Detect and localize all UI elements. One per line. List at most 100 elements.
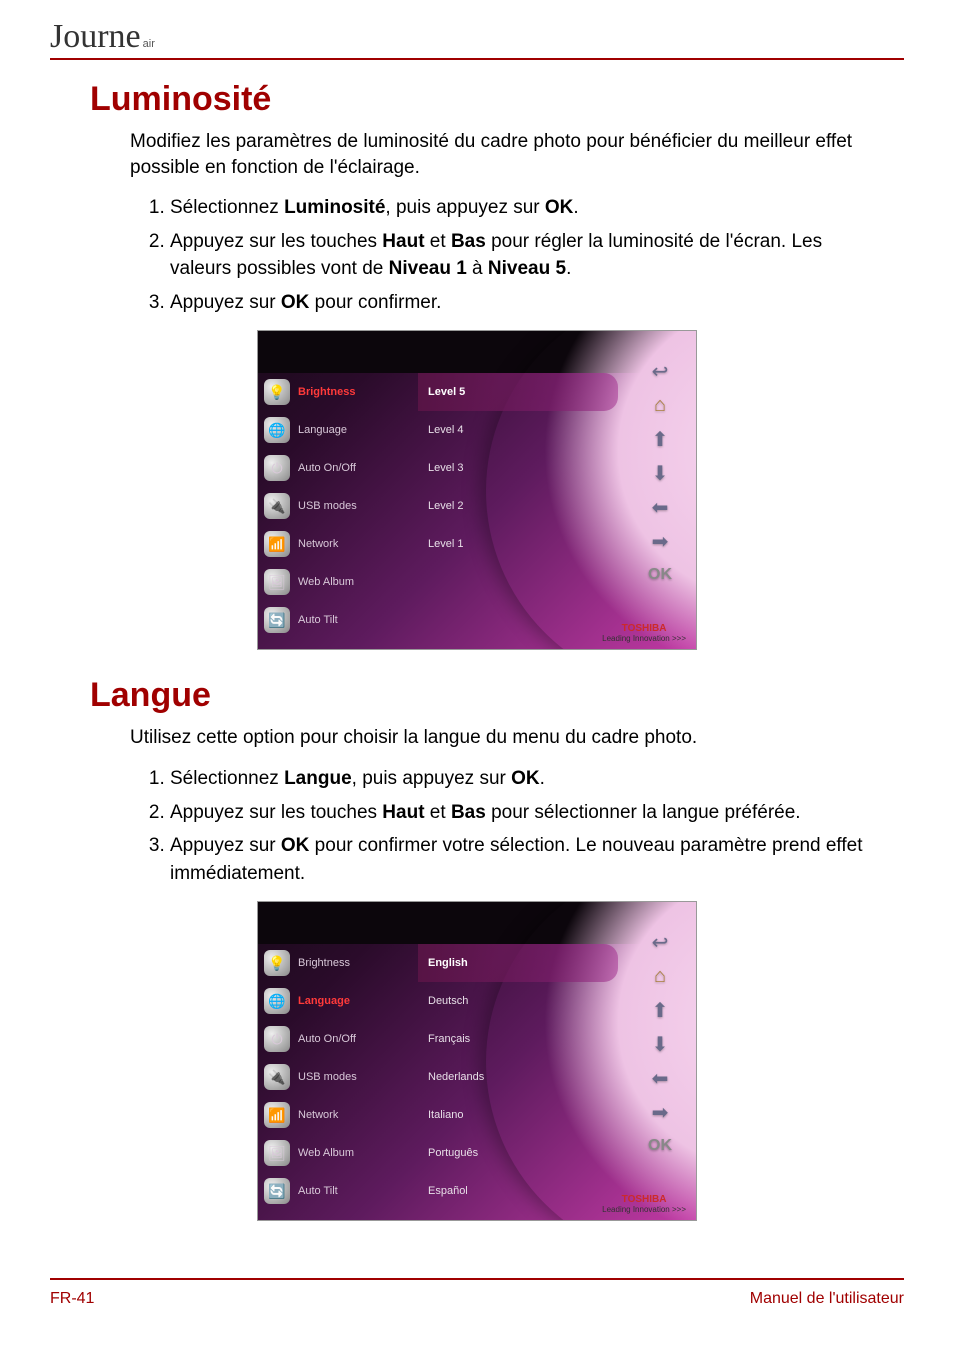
value-label: Français (424, 1033, 470, 1045)
step: Appuyez sur les touches Haut et Bas pour… (170, 228, 864, 283)
device-menu-item[interactable]: 🔄 Auto Tilt (258, 1172, 418, 1210)
value-label: Level 1 (424, 538, 463, 550)
value-label: Level 4 (424, 424, 463, 436)
ok-button[interactable]: OK (648, 561, 672, 589)
down-icon[interactable]: ⬇ (646, 459, 674, 487)
right-icon[interactable]: ➡ (646, 1098, 674, 1126)
menu-item-icon: ⏻ (264, 455, 290, 481)
menu-item-icon: 🔄 (264, 1178, 290, 1204)
device-nav-icons: ↩ ⌂ ⬆ ⬇ ⬅ ➡ OK (632, 928, 688, 1160)
menu-item-label: Brightness (298, 386, 355, 398)
device-brand: TOSHIBA Leading Innovation >>> (602, 623, 686, 643)
device-value-item[interactable]: Español (418, 1172, 618, 1210)
device-value-item[interactable]: Italiano (418, 1096, 618, 1134)
device-menu-item[interactable]: ⏻ Auto On/Off (258, 449, 418, 487)
menu-item-icon: 🔌 (264, 1064, 290, 1090)
value-label: Deutsch (424, 995, 468, 1007)
menu-item-label: USB modes (298, 500, 357, 512)
device-value-column: English Deutsch Français Nederlands Italiano… (418, 944, 618, 1210)
device-value-column: Level 5 Level 4 Level 3 Level 2 Level 1 (418, 373, 618, 563)
device-screenshot-brightness: 💡 Brightness 🌐Language ⏻ Auto On/Off 🔌USB mod… (257, 330, 697, 650)
menu-item-label: Auto Tilt (298, 1185, 338, 1197)
value-label: Nederlands (424, 1071, 484, 1083)
menu-item-icon: ⏻ (264, 1026, 290, 1052)
left-icon[interactable]: ⬅ (646, 493, 674, 521)
menu-item-icon: 🖼 (264, 1140, 290, 1166)
footer-title: Manuel de l'utilisateur (750, 1290, 904, 1308)
home-icon[interactable]: ⌂ (646, 962, 674, 990)
device-value-item[interactable]: Português (418, 1134, 618, 1172)
page-number: FR-41 (50, 1290, 94, 1308)
right-icon[interactable]: ➡ (646, 527, 674, 555)
menu-item-label: Language (298, 995, 350, 1007)
section2-title: Langue (90, 676, 904, 715)
device-menu-item[interactable]: 🌐Language (258, 411, 418, 449)
device-menu-item[interactable]: 💡 Brightness (258, 373, 418, 411)
back-icon[interactable]: ↩ (646, 928, 674, 956)
device-brand: TOSHIBA Leading Innovation >>> (602, 1194, 686, 1214)
value-label: Português (424, 1147, 478, 1159)
ok-button[interactable]: OK (648, 1132, 672, 1160)
menu-item-icon: 🖼 (264, 569, 290, 595)
step: Appuyez sur les touches Haut et Bas pour… (170, 799, 864, 827)
menu-item-icon: 📶 (264, 1102, 290, 1128)
device-menu-item[interactable]: 🖼 Web Album (258, 563, 418, 601)
device-value-item[interactable]: Nederlands (418, 1058, 618, 1096)
device-value-item[interactable]: Français (418, 1020, 618, 1058)
menu-item-icon: 🌐 (264, 417, 290, 443)
section1-title: Luminosité (90, 80, 904, 119)
menu-item-icon: 🌐 (264, 988, 290, 1014)
menu-item-label: USB modes (298, 1071, 357, 1083)
device-value-item[interactable]: Level 2 (418, 487, 618, 525)
device-nav-icons: ↩ ⌂ ⬆ ⬇ ⬅ ➡ OK (632, 357, 688, 589)
step: Sélectionnez Langue, puis appuyez sur OK… (170, 765, 864, 793)
home-icon[interactable]: ⌂ (646, 391, 674, 419)
device-value-item[interactable]: Level 5 (418, 373, 618, 411)
device-menu-item[interactable]: 📶 Network (258, 1096, 418, 1134)
device-value-item[interactable]: Deutsch (418, 982, 618, 1020)
menu-item-label: Network (298, 1109, 338, 1121)
menu-item-label: Auto Tilt (298, 614, 338, 626)
menu-item-label: Auto On/Off (298, 462, 356, 474)
value-label: Level 3 (424, 462, 463, 474)
device-menu-item[interactable]: 🔌 USB modes (258, 1058, 418, 1096)
value-label: Level 5 (424, 386, 465, 398)
value-label: English (424, 957, 468, 969)
value-label: Italiano (424, 1109, 463, 1121)
device-menu-item[interactable]: ⏻ Auto On/Off (258, 1020, 418, 1058)
device-menu-item[interactable]: 🔄 Auto Tilt (258, 601, 418, 639)
menu-item-icon: 💡 (264, 379, 290, 405)
down-icon[interactable]: ⬇ (646, 1030, 674, 1058)
menu-item-label: Auto On/Off (298, 1033, 356, 1045)
device-value-item[interactable]: Level 3 (418, 449, 618, 487)
menu-item-icon: 📶 (264, 531, 290, 557)
device-menu-column: 💡 Brightness 🌐Language ⏻ Auto On/Off 🔌USB mod… (258, 373, 418, 639)
menu-item-label: Web Album (298, 576, 354, 588)
device-menu-column: 💡 Brightness 🌐 Language ⏻ Auto On/Off 🔌 USB mod… (258, 944, 418, 1210)
back-icon[interactable]: ↩ (646, 357, 674, 385)
menu-item-icon: 🔄 (264, 607, 290, 633)
value-label: Level 2 (424, 500, 463, 512)
device-value-item[interactable]: Level 1 (418, 525, 618, 563)
step: Appuyez sur OK pour confirmer. (170, 289, 864, 317)
step: Sélectionnez Luminosité, puis appuyez su… (170, 194, 864, 222)
page-footer: FR-41 Manuel de l'utilisateur (50, 1278, 904, 1308)
menu-item-icon: 💡 (264, 950, 290, 976)
section2-intro: Utilisez cette option pour choisir la la… (130, 725, 864, 751)
device-menu-item[interactable]: 🌐 Language (258, 982, 418, 1020)
device-menu-item[interactable]: 💡 Brightness (258, 944, 418, 982)
logo-text: Journe (50, 20, 141, 54)
left-icon[interactable]: ⬅ (646, 1064, 674, 1092)
device-value-item[interactable]: English (418, 944, 618, 982)
section2-steps: Sélectionnez Langue, puis appuyez sur OK… (150, 765, 864, 887)
logo-sub: air (143, 38, 155, 50)
up-icon[interactable]: ⬆ (646, 996, 674, 1024)
device-menu-item[interactable]: 🔌USB modes (258, 487, 418, 525)
menu-item-label: Brightness (298, 957, 350, 969)
device-menu-item[interactable]: 📶Network (258, 525, 418, 563)
up-icon[interactable]: ⬆ (646, 425, 674, 453)
device-menu-item[interactable]: 🖼Web Album (258, 1134, 418, 1172)
value-label: Español (424, 1185, 468, 1197)
device-value-item[interactable]: Level 4 (418, 411, 618, 449)
device-screenshot-language: 💡 Brightness 🌐 Language ⏻ Auto On/Off 🔌 USB mod… (257, 901, 697, 1221)
